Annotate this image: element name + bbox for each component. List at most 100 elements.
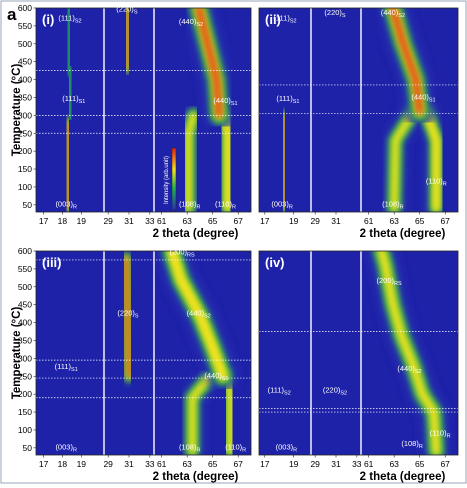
peak-label: (111)S1	[276, 94, 299, 105]
panel-label: (i)	[42, 12, 54, 27]
y-tick-label: 600	[18, 3, 32, 13]
peak-label: (440)S2	[179, 17, 203, 28]
peak-label: (220)S2	[323, 385, 347, 396]
peak-label: (110)R	[225, 443, 246, 454]
x-tick-label: 19	[289, 216, 299, 226]
x-tick-label: 63	[389, 216, 399, 226]
y-tick-label: 100	[18, 182, 32, 192]
y-tick-label: 100	[18, 425, 32, 435]
panel-label: (ii)	[265, 12, 281, 27]
peak-label: (111)S1	[55, 362, 78, 373]
peak-label: (440)S2	[397, 364, 421, 375]
x-tick-label: 33	[352, 459, 362, 469]
x-tick-label: 18	[58, 216, 68, 226]
x-axis-label: 2 theta (degree)	[153, 228, 239, 240]
y-tick-label: 550	[18, 264, 32, 274]
panel-4: (003)R (111)S2 (220)S2 (200)RS (440)S2 (108)R…	[258, 250, 459, 483]
x-tick-label: 17	[39, 459, 49, 469]
x-tick-label: 33	[145, 459, 155, 469]
peak-label: (440)S2	[187, 308, 211, 319]
panel-3: (003)R (111)S1 (220)S (200)RS (440)S2 (440)S1…	[11, 246, 252, 483]
x-tick-label: 61	[157, 459, 167, 469]
x-tick-label: 31	[124, 216, 134, 226]
intensity-trace	[58, 113, 77, 212]
x-tick-label: 33	[145, 216, 155, 226]
y-tick-label: 600	[18, 246, 32, 256]
panels: (003)R (111)S1 (111)S2 (220)S (440)S2 (440)S1…	[11, 3, 459, 483]
peak-label: (108)R	[382, 200, 404, 211]
peak-label: (111)S2	[273, 14, 296, 25]
y-axis-label: Temperature (°C)	[11, 64, 23, 157]
y-tick-label: 250	[18, 371, 32, 381]
peak-label: (200)RS	[377, 276, 402, 287]
intensity-trace	[414, 100, 448, 212]
peak-label: (220)S	[117, 308, 139, 319]
x-tick-label: 18	[58, 459, 68, 469]
peak-label: (108)R	[401, 439, 423, 450]
x-tick-label: 29	[103, 459, 113, 469]
plot-border	[258, 250, 459, 456]
peak-label: (108)R	[179, 443, 201, 454]
x-tick-label: 19	[77, 459, 87, 469]
y-tick-label: 500	[18, 39, 32, 49]
x-tick-label: 29	[310, 216, 320, 226]
intensity-trace	[57, 8, 81, 82]
x-tick-label: 61	[364, 459, 374, 469]
x-tick-label: 65	[208, 459, 218, 469]
intensity-trace	[212, 103, 240, 212]
colorbar: Intensity (arb.unit)	[164, 147, 177, 211]
x-tick-label: 29	[310, 459, 320, 469]
x-tick-label: 63	[389, 459, 399, 469]
peak-label: (111)S1	[62, 94, 85, 105]
x-tick-label: 65	[415, 216, 425, 226]
peak-label: (108)R	[179, 200, 201, 211]
heatmap-area	[36, 251, 251, 455]
x-tick-label: 67	[440, 216, 450, 226]
y-axis-label: Temperature (°C)	[11, 307, 23, 400]
x-tick-label: 29	[103, 216, 113, 226]
x-tick-label: 19	[77, 216, 87, 226]
y-tick-label: 250	[18, 128, 32, 138]
heatmap-area	[259, 8, 458, 212]
plot-border	[35, 7, 252, 213]
x-tick-label: 61	[157, 216, 167, 226]
peak-label: (003)R	[271, 200, 293, 211]
plot-border	[258, 7, 459, 213]
intensity-trace	[176, 103, 206, 212]
intensity-trace	[275, 107, 293, 212]
panel-1: (003)R (111)S1 (111)S2 (220)S (440)S2 (440)S1…	[11, 3, 252, 240]
x-axis-label: 2 theta (degree)	[360, 228, 446, 240]
x-tick-label: 67	[440, 459, 450, 469]
x-tick-label: 19	[289, 459, 299, 469]
x-tick-label: 31	[124, 459, 134, 469]
peak-label: (003)R	[55, 443, 77, 454]
peak-label: (110)R	[426, 176, 447, 187]
x-tick-label: 17	[260, 216, 270, 226]
x-tick-label: 67	[233, 216, 243, 226]
intensity-trace	[156, 251, 238, 392]
x-tick-label: 63	[182, 459, 192, 469]
peak-label: (110)R	[215, 200, 236, 211]
x-tick-label: 65	[415, 459, 425, 469]
peak-label: (440)S1	[411, 92, 435, 103]
intensity-trace	[377, 8, 435, 127]
panel-2: (003)R (111)S1 (111)S2 (220)S (440)S2 (440)S1…	[258, 7, 459, 240]
y-tick-label: 200	[18, 146, 32, 156]
x-tick-label: 67	[233, 459, 243, 469]
y-tick-label: 400	[18, 75, 32, 85]
y-tick-label: 300	[18, 110, 32, 120]
y-tick-label: 450	[18, 57, 32, 67]
peak-label: (003)R	[55, 200, 77, 211]
x-axis-label: 2 theta (degree)	[153, 471, 239, 483]
heatmap-area	[36, 8, 251, 212]
peak-label: (003)R	[276, 443, 298, 454]
y-tick-label: 300	[18, 353, 32, 363]
intensity-trace	[382, 100, 425, 212]
peak-label: (440)S1	[213, 96, 237, 107]
x-axis-label: 2 theta (degree)	[360, 471, 446, 483]
y-tick-label: 200	[18, 389, 32, 399]
x-tick-label: 61	[364, 216, 374, 226]
x-tick-label: 31	[331, 459, 341, 469]
